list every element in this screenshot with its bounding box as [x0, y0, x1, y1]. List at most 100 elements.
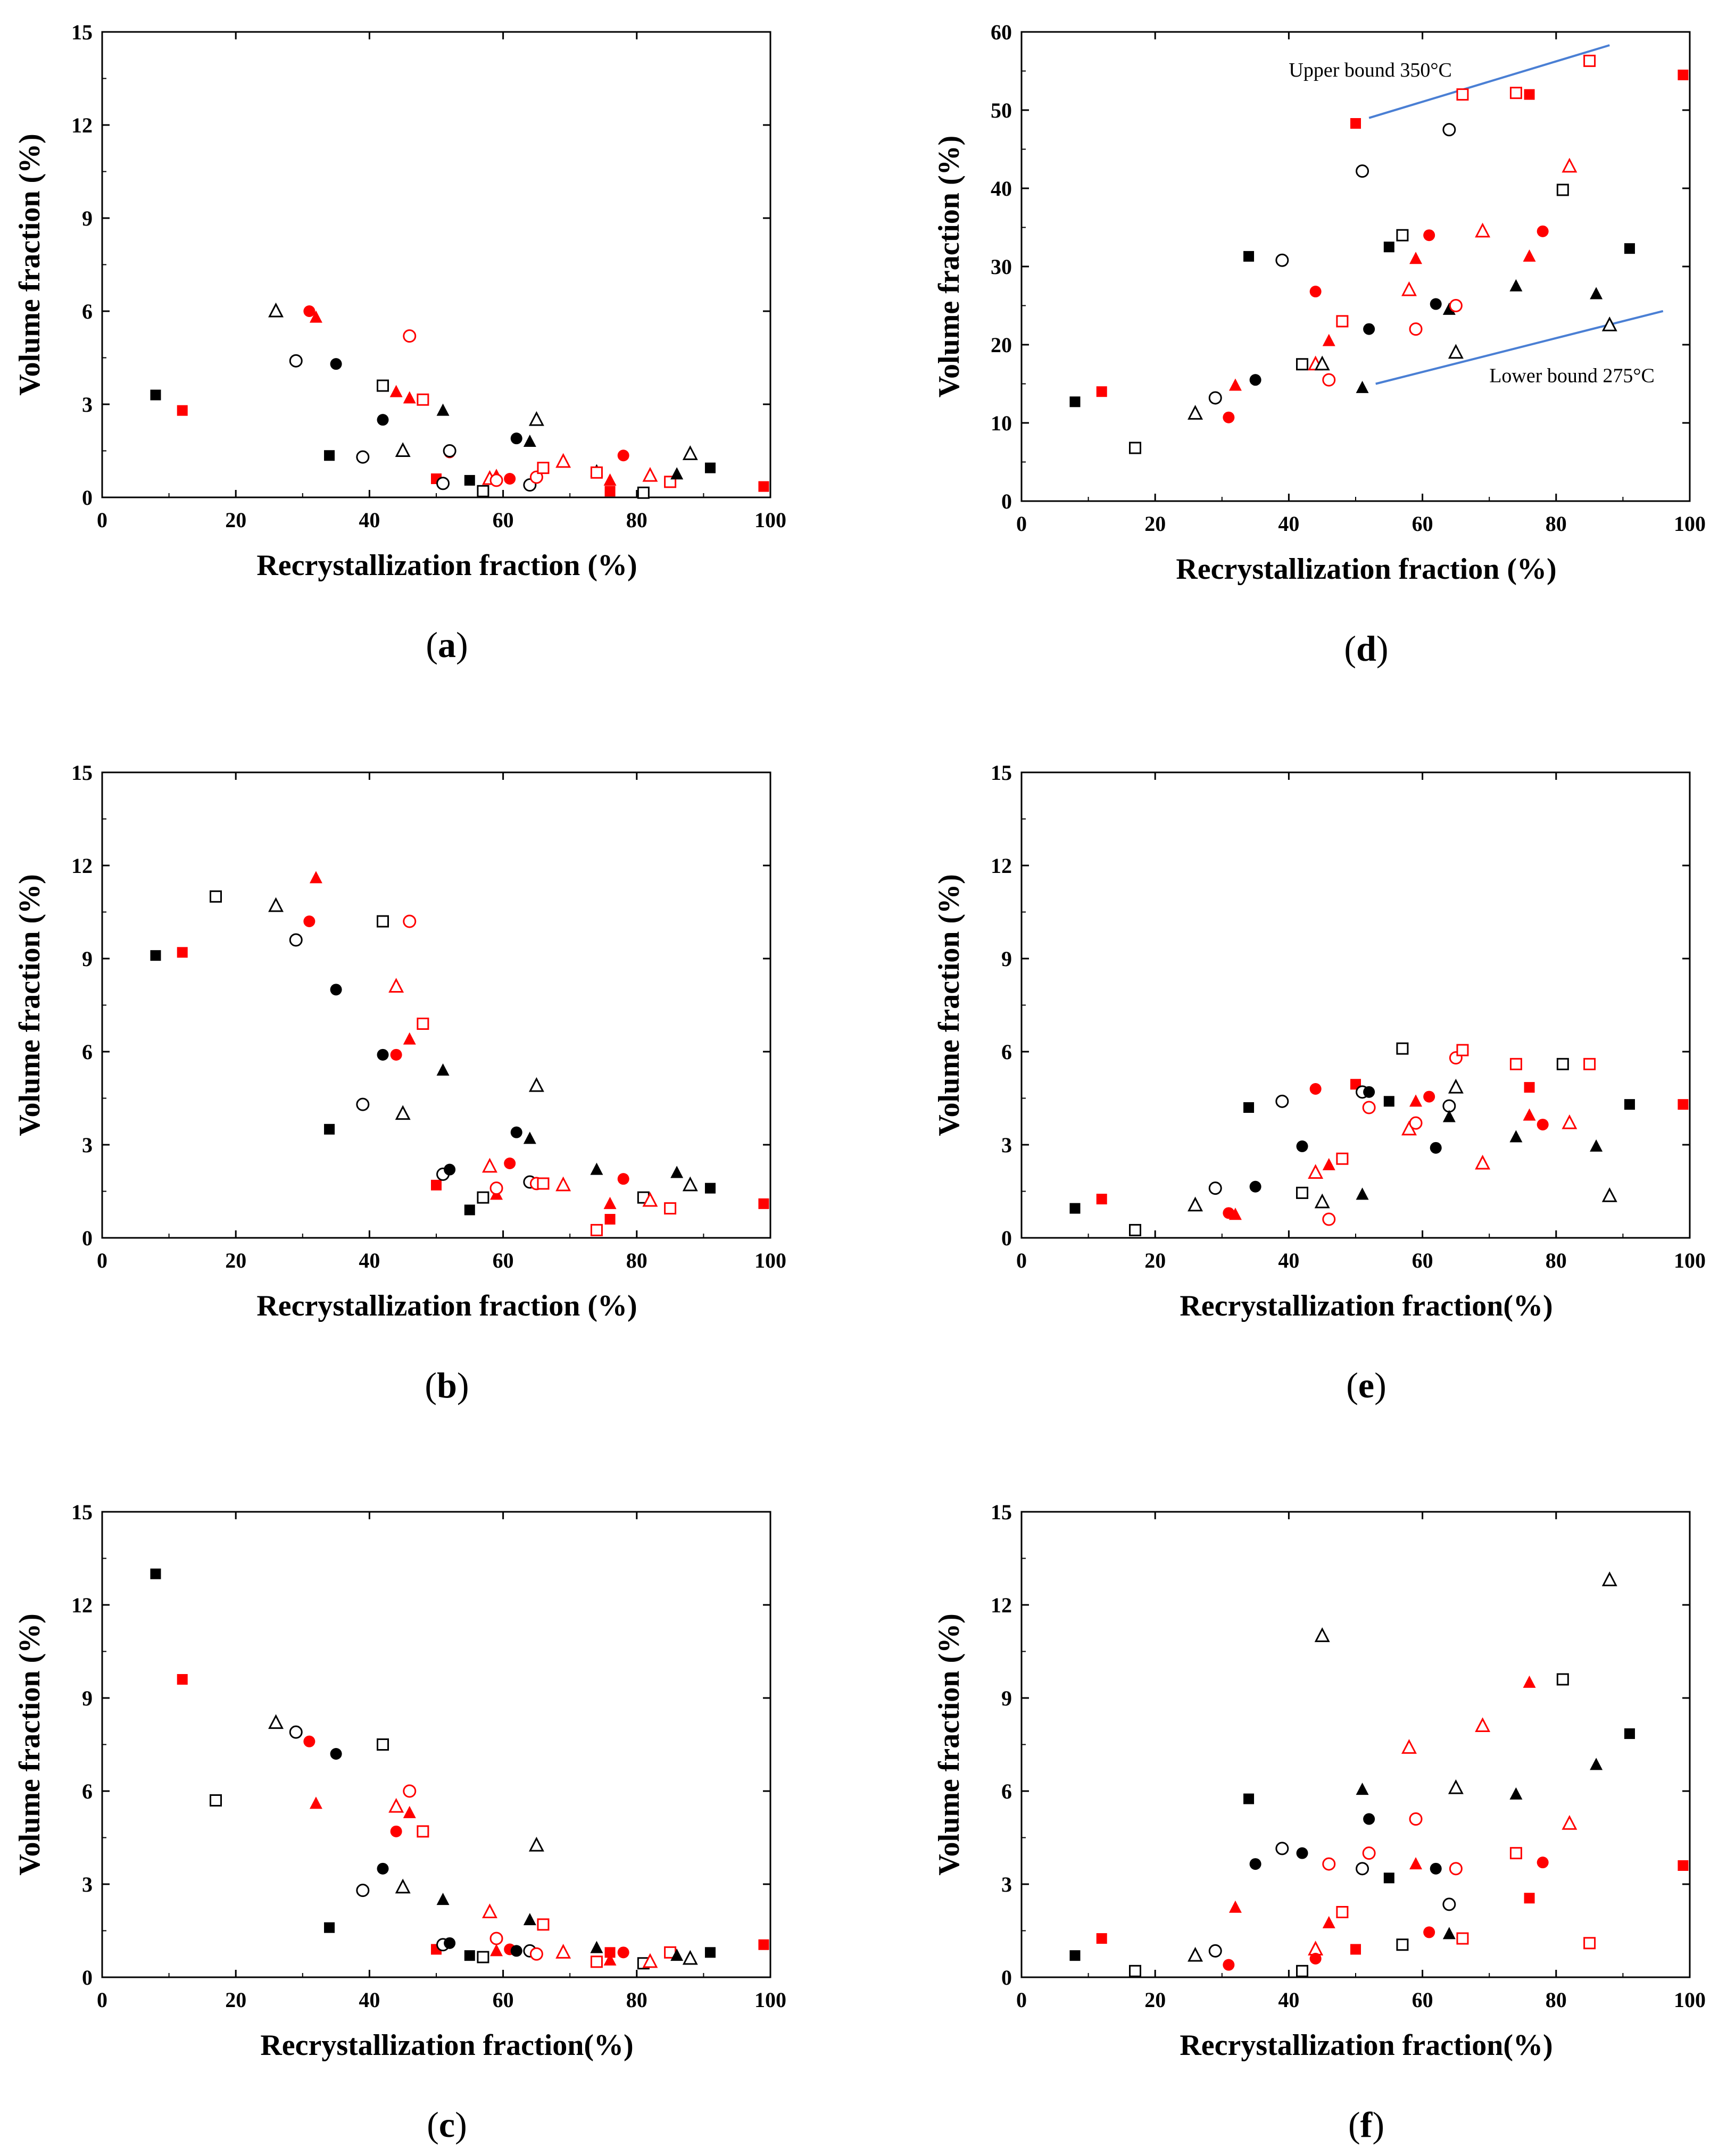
- open-circle-point-black: [1356, 1862, 1369, 1876]
- filled-triangle-point-red: [603, 473, 617, 486]
- filled-square-point-red: [177, 1674, 188, 1685]
- filled-circle-point-red: [1309, 286, 1322, 298]
- open-square-point-black: [1296, 1186, 1309, 1199]
- filled-circle-point-black: [330, 358, 342, 370]
- filled-circle-point-red: [504, 473, 516, 485]
- filled-square-point-red: [1524, 1082, 1535, 1093]
- filled-square-point-black: [464, 475, 475, 486]
- open-triangle-point-black: [1188, 1946, 1203, 1962]
- x-tick-label: 80: [1546, 512, 1567, 536]
- filled-triangle-point-black: [1356, 1187, 1369, 1200]
- filled-triangle-point-red: [1523, 1108, 1536, 1121]
- filled-square-point-red: [1096, 1194, 1107, 1205]
- filled-triangle-point-red: [490, 1944, 503, 1957]
- open-circle-point-black: [436, 477, 450, 490]
- open-circle-point-black: [1208, 1944, 1222, 1958]
- filled-triangle-point-black: [1356, 380, 1369, 393]
- open-triangle-point-red: [1562, 1815, 1577, 1830]
- filled-triangle-point-red: [403, 1805, 416, 1818]
- filled-triangle-point-black: [670, 467, 684, 480]
- plot-frame: [101, 1511, 771, 1978]
- open-circle-point-red: [489, 1932, 503, 1945]
- x-tick-label: 40: [1278, 1248, 1299, 1272]
- filled-circle-point-red: [1223, 411, 1235, 423]
- x-tick-label: 0: [1016, 1988, 1027, 2012]
- filled-square-point-black: [704, 1183, 716, 1194]
- chart-panel-e: 0 20 40 60 80 100 0 3 6 9 12 15 Recrystallization fr…: [933, 761, 1706, 1405]
- open-square-point-red: [1583, 54, 1596, 67]
- open-triangle-point-black: [1448, 344, 1464, 359]
- filled-triangle-point-black: [590, 1941, 603, 1953]
- y-tick-label: 0: [82, 1226, 93, 1250]
- filled-square-point-black: [1383, 1096, 1394, 1107]
- filled-triangle-point-red: [309, 310, 322, 323]
- filled-circle-point-black: [444, 1937, 456, 1949]
- open-circle-point-red: [1322, 1857, 1336, 1871]
- x-tick-label: 40: [359, 508, 380, 532]
- y-tick-label: 0: [82, 486, 93, 510]
- x-axis-label: Recrystallization fraction(%): [1180, 2029, 1552, 2062]
- filled-square-point-red: [177, 405, 188, 416]
- filled-triangle-point-red: [603, 1196, 617, 1209]
- x-tick-label: 80: [1546, 1248, 1567, 1272]
- filled-circle-point-black: [1363, 323, 1375, 335]
- filled-triangle-point-black: [436, 403, 450, 416]
- open-square-point-black: [477, 1951, 489, 1963]
- open-circle-point-red: [1449, 299, 1463, 312]
- filled-triangle-point-black: [1442, 302, 1456, 315]
- filled-circle-point-black: [1296, 1140, 1308, 1152]
- open-triangle-point-black: [1314, 1627, 1330, 1642]
- x-tick-label: 100: [754, 508, 786, 532]
- open-triangle-point-black: [1314, 1193, 1330, 1209]
- filled-triangle-point-red: [1523, 249, 1536, 262]
- open-square-point-black: [1296, 358, 1309, 371]
- filled-triangle-point-black: [523, 1913, 536, 1926]
- y-tick-label: 6: [82, 1779, 93, 1803]
- open-triangle-point-black: [1188, 405, 1203, 420]
- open-square-point-red: [1336, 1906, 1349, 1918]
- open-square-point-black: [1129, 442, 1142, 454]
- open-triangle-point-red: [1475, 1154, 1491, 1170]
- y-tick-label: 3: [1001, 1133, 1012, 1157]
- open-square-point-black: [477, 1191, 489, 1204]
- open-circle-point-red: [489, 1181, 503, 1195]
- y-axis-label: Volume fraction (%): [933, 1613, 966, 1876]
- filled-triangle-point-black: [590, 1162, 603, 1175]
- filled-square-point-black: [1383, 1872, 1394, 1884]
- x-tick-label: 0: [97, 1988, 107, 2012]
- filled-circle-point-black: [377, 414, 389, 426]
- open-triangle-point-red: [482, 1158, 497, 1173]
- filled-square-point-black: [1243, 1102, 1255, 1113]
- open-square-point-black: [377, 915, 389, 928]
- open-square-point-black: [1396, 1938, 1409, 1951]
- chart-panel-a: 0 20 40 60 80 100 0 3 6 9 12 15 Recrystallization fr…: [13, 20, 786, 665]
- open-square-point-black: [210, 1794, 222, 1807]
- open-circle-point-red: [529, 1947, 543, 1961]
- open-triangle-point-black: [682, 445, 698, 460]
- x-tick-label: 80: [626, 1248, 647, 1272]
- upper-bound-line: [1368, 44, 1610, 119]
- y-tick-label: 10: [991, 411, 1012, 435]
- open-square-point-black: [1296, 1964, 1309, 1977]
- open-square-point-black: [1396, 1042, 1409, 1055]
- open-square-point-red: [1456, 1044, 1469, 1056]
- open-square-point-red: [537, 1177, 550, 1190]
- filled-circle-point-red: [303, 305, 315, 317]
- open-square-point-red: [1456, 1932, 1469, 1945]
- y-tick-label: 6: [82, 1040, 93, 1064]
- filled-circle-point-black: [510, 432, 522, 445]
- y-tick-label: 0: [1001, 1966, 1012, 1989]
- chart-panel-b: 0 20 40 60 80 100 0 3 6 9 12 15 Recrystallization fr…: [13, 761, 786, 1405]
- open-circle-point-black: [356, 450, 370, 464]
- filled-circle-point-red: [1423, 1091, 1435, 1103]
- open-square-point-red: [1583, 1058, 1596, 1070]
- filled-square-point-red: [1350, 1944, 1361, 1955]
- filled-square-point-red: [758, 1939, 769, 1950]
- filled-triangle-point-black: [1442, 1927, 1456, 1939]
- x-tick-label: 100: [1674, 1248, 1706, 1272]
- y-tick-label: 15: [991, 1500, 1012, 1524]
- filled-square-point-red: [758, 1198, 769, 1209]
- open-square-point-red: [537, 462, 550, 475]
- filled-square-point-red: [604, 1214, 616, 1225]
- open-triangle-point-black: [395, 442, 411, 457]
